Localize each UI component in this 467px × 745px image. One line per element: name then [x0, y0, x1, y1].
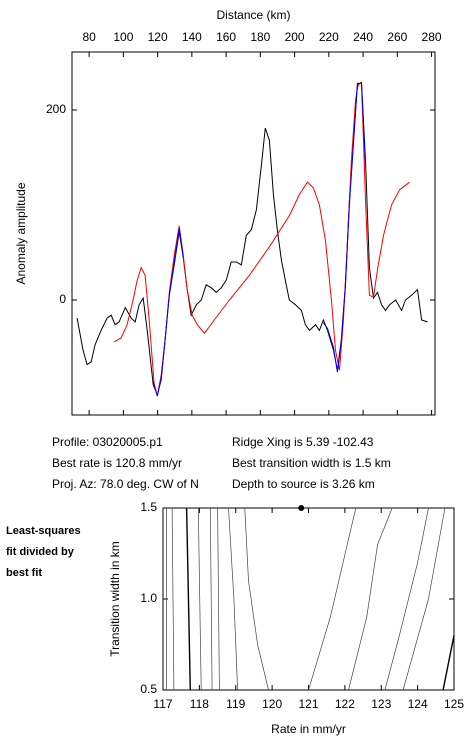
x-axis-title: Rate in mm/yr	[271, 722, 346, 736]
x-tick-label: 125	[444, 697, 464, 711]
x-axis-title: Distance (km)	[216, 8, 290, 22]
info-text: Proj. Az: 78.0 deg. CW of N	[52, 477, 199, 491]
contour-line	[209, 507, 213, 691]
y-tick-label: 1.0	[140, 591, 157, 605]
contour-line	[348, 507, 393, 691]
x-tick-label: 121	[298, 697, 318, 711]
x-tick-label: 124	[408, 697, 428, 711]
contour-line	[217, 507, 220, 691]
info-text: Profile: 03020005.p1	[52, 435, 163, 449]
x-tick-label: 120	[262, 697, 282, 711]
plot-frame	[71, 51, 436, 416]
y-tick-label: 0	[59, 292, 66, 306]
side-label: Least-squares	[6, 525, 81, 537]
data-line	[76, 81, 428, 397]
contour-line	[308, 507, 357, 691]
x-tick-label: 100	[113, 30, 133, 44]
info-text: Ridge Xing is 5.39 -102.43	[232, 435, 374, 449]
contour-line	[185, 507, 191, 691]
info-text: Best transition width is 1.5 km	[232, 456, 391, 470]
x-tick-label: 260	[387, 30, 407, 44]
x-tick-label: 180	[250, 30, 270, 44]
contour-line	[244, 507, 269, 691]
x-tick-label: 122	[335, 697, 355, 711]
x-tick-label: 118	[190, 697, 209, 711]
x-tick-label: 240	[353, 30, 373, 44]
info-text: Depth to source is 3.26 km	[232, 477, 375, 491]
x-tick-label: 117	[153, 697, 172, 711]
x-tick-label: 140	[182, 30, 202, 44]
data-line	[113, 82, 410, 397]
contour-line	[171, 507, 175, 691]
info-text: Best rate is 120.8 mm/yr	[52, 456, 182, 470]
x-tick-label: 119	[226, 697, 245, 711]
contour-line	[228, 507, 238, 691]
x-tick-label: 80	[82, 30, 96, 44]
x-tick-label: 160	[216, 30, 236, 44]
contour-line	[442, 635, 455, 691]
y-axis-title: Transition width in km	[108, 541, 122, 657]
contour-line	[402, 507, 446, 691]
y-tick-label: 200	[46, 102, 66, 116]
contour-line	[197, 507, 202, 691]
y-axis-title: Anomaly amplitude	[14, 182, 28, 284]
best-fit-point	[298, 505, 305, 511]
x-tick-label: 123	[371, 697, 391, 711]
side-label: best fit	[6, 567, 42, 579]
side-label: fit divided by	[6, 546, 75, 558]
data-line	[152, 227, 184, 397]
y-tick-label: 0.5	[140, 682, 157, 696]
contour-line	[384, 507, 429, 691]
x-tick-label: 280	[422, 30, 442, 44]
x-tick-label: 120	[148, 30, 168, 44]
x-tick-label: 200	[285, 30, 305, 44]
y-tick-label: 1.5	[140, 500, 157, 514]
x-tick-label: 220	[319, 30, 339, 44]
data-line	[322, 82, 366, 373]
